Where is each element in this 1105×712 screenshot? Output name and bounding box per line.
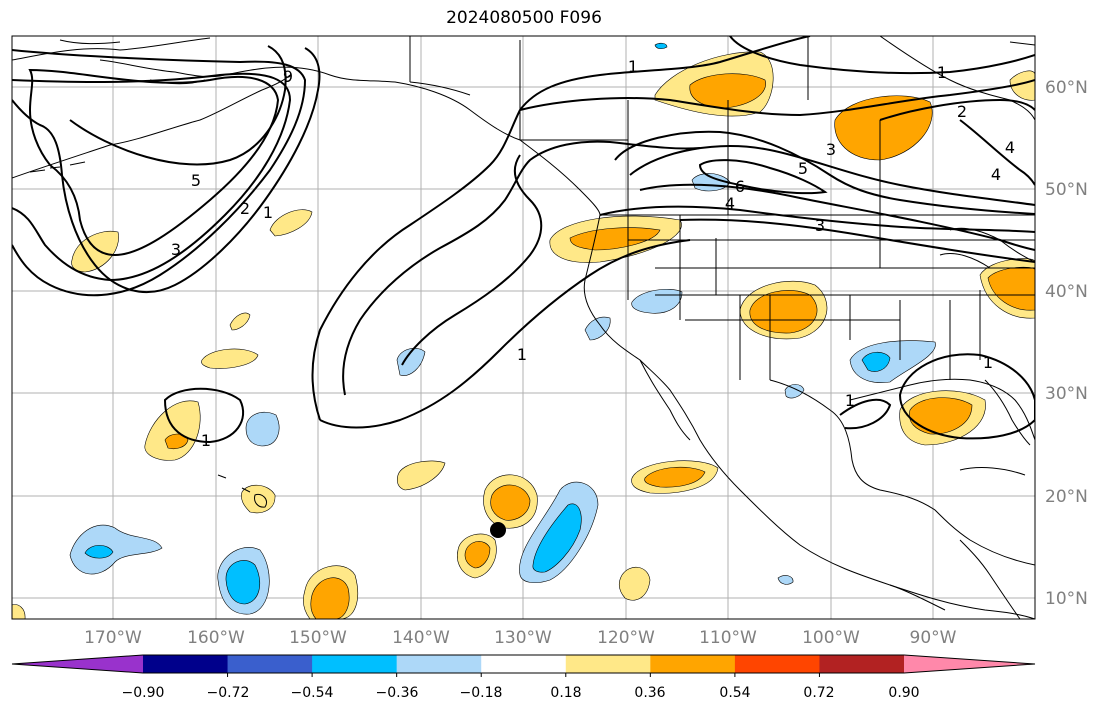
colorbar-tick-label: −0.36 xyxy=(376,685,419,701)
contour-label: 3 xyxy=(826,140,836,159)
lon-tick-label: 90°W xyxy=(910,628,957,648)
positive-anomaly xyxy=(12,604,26,619)
positive-anomaly xyxy=(269,209,313,237)
positive-anomaly xyxy=(144,400,201,461)
coastlines-and-borders xyxy=(12,36,1035,619)
negative-anomaly xyxy=(777,575,794,585)
contour-label: 6 xyxy=(735,177,745,196)
longitude-labels: 170°W 160°W 150°W 140°W 130°W 120°W 110°… xyxy=(84,628,957,648)
positive-anomaly xyxy=(644,466,706,488)
contour-label: 1 xyxy=(937,63,947,82)
contour-label: 1 xyxy=(845,391,855,410)
lat-tick-label: 20°N xyxy=(1045,487,1088,507)
colorbar-segment xyxy=(650,655,736,673)
lon-tick-label: 100°W xyxy=(802,628,860,648)
contour-label: 1 xyxy=(263,203,273,222)
positive-anomaly xyxy=(164,433,189,450)
colorbar-tick-label: 0.18 xyxy=(550,685,581,701)
colorbar-tick-label: −0.54 xyxy=(291,685,334,701)
map-title: 2024080500 F096 xyxy=(446,8,602,28)
lat-tick-label: 40°N xyxy=(1045,282,1088,302)
lon-tick-label: 120°W xyxy=(597,628,655,648)
negative-anomaly xyxy=(861,351,891,372)
positive-anomaly xyxy=(1009,70,1035,101)
colorbar-segment xyxy=(143,655,229,673)
colorbar-segment xyxy=(481,655,567,673)
negative-anomaly xyxy=(784,384,805,399)
positive-anomaly xyxy=(464,541,491,569)
negative-anomaly xyxy=(849,340,936,383)
positive-anomaly xyxy=(310,577,350,619)
contour-label: 4 xyxy=(725,194,735,213)
latitude-labels: 60°N 50°N 40°N 30°N 20°N 10°N xyxy=(1045,78,1088,609)
positive-anomaly xyxy=(201,348,259,369)
positive-anomaly xyxy=(490,484,531,521)
contour-label: 2 xyxy=(240,199,250,218)
lat-tick-label: 50°N xyxy=(1045,180,1088,200)
colorbar-tick-label: −0.72 xyxy=(207,685,250,701)
contour-label: 3 xyxy=(171,240,181,259)
contour-label: 2 xyxy=(957,102,967,121)
colorbar-extend-min xyxy=(12,655,143,673)
colorbar-tick-labels: −0.90 −0.72 −0.54 −0.36 −0.18 0.18 0.36 … xyxy=(122,685,920,701)
positive-anomaly xyxy=(909,397,973,435)
negative-anomaly xyxy=(654,42,668,50)
colorbar-tick-label: 0.72 xyxy=(803,685,834,701)
negative-anomaly xyxy=(396,347,426,376)
colorbar-tick-label: 0.54 xyxy=(719,685,750,701)
negative-anomaly xyxy=(69,524,163,575)
contour-label: 9 xyxy=(283,67,293,86)
positive-anomaly xyxy=(987,266,1035,311)
positive-anomaly xyxy=(569,227,661,251)
colorbar-tick-label: 0.90 xyxy=(888,685,919,701)
location-marker xyxy=(490,522,506,538)
lon-tick-label: 140°W xyxy=(392,628,450,648)
contour-label: 1 xyxy=(628,57,638,76)
contour-label: 3 xyxy=(815,216,825,235)
lon-tick-label: 160°W xyxy=(187,628,245,648)
colorbar-segment xyxy=(396,655,482,673)
positive-anomaly xyxy=(749,290,818,334)
colorbar-segment xyxy=(819,655,905,673)
contour-labels: 5 2 1 3 9 1 1 1 1 2 4 4 3 5 6 4 3 1 1 xyxy=(171,57,1015,450)
contour-lines xyxy=(12,36,1035,444)
lon-tick-label: 150°W xyxy=(289,628,347,648)
colorbar-tick-label: −0.90 xyxy=(122,685,165,701)
contour-label: 4 xyxy=(1005,138,1015,157)
colorbar-tick-label: 0.36 xyxy=(634,685,665,701)
colorbar-segment xyxy=(565,655,651,673)
contour-label: 1 xyxy=(983,353,993,372)
colorbar-segment xyxy=(227,655,313,673)
lat-tick-label: 60°N xyxy=(1045,78,1088,98)
negative-anomaly xyxy=(532,503,582,573)
positive-anomaly xyxy=(229,312,251,331)
contour-label: 1 xyxy=(201,431,211,450)
lon-tick-label: 110°W xyxy=(699,628,757,648)
positive-anomaly xyxy=(396,460,446,491)
contour-label: 1 xyxy=(517,345,527,364)
negative-anomaly xyxy=(584,316,611,341)
map-frame xyxy=(11,35,1036,620)
anomaly-fills xyxy=(12,42,1035,619)
contour-label: 5 xyxy=(798,159,808,178)
lon-tick-label: 130°W xyxy=(494,628,552,648)
lon-tick-label: 170°W xyxy=(84,628,142,648)
colorbar-extend-max xyxy=(904,655,1035,673)
contour-label: 5 xyxy=(191,171,201,190)
negative-anomaly xyxy=(245,411,280,447)
positive-anomaly xyxy=(619,567,651,601)
colorbar-tick-label: −0.18 xyxy=(460,685,503,701)
colorbar xyxy=(11,654,1036,677)
negative-anomaly xyxy=(84,545,114,559)
lat-tick-label: 30°N xyxy=(1045,384,1088,404)
positive-anomaly xyxy=(689,73,766,109)
lat-tick-label: 10°N xyxy=(1045,589,1088,609)
colorbar-segment xyxy=(734,655,820,673)
colorbar-segment xyxy=(312,655,398,673)
contour-label: 4 xyxy=(991,165,1001,184)
colorbar-outline xyxy=(11,654,1036,674)
negative-anomaly xyxy=(225,560,261,605)
